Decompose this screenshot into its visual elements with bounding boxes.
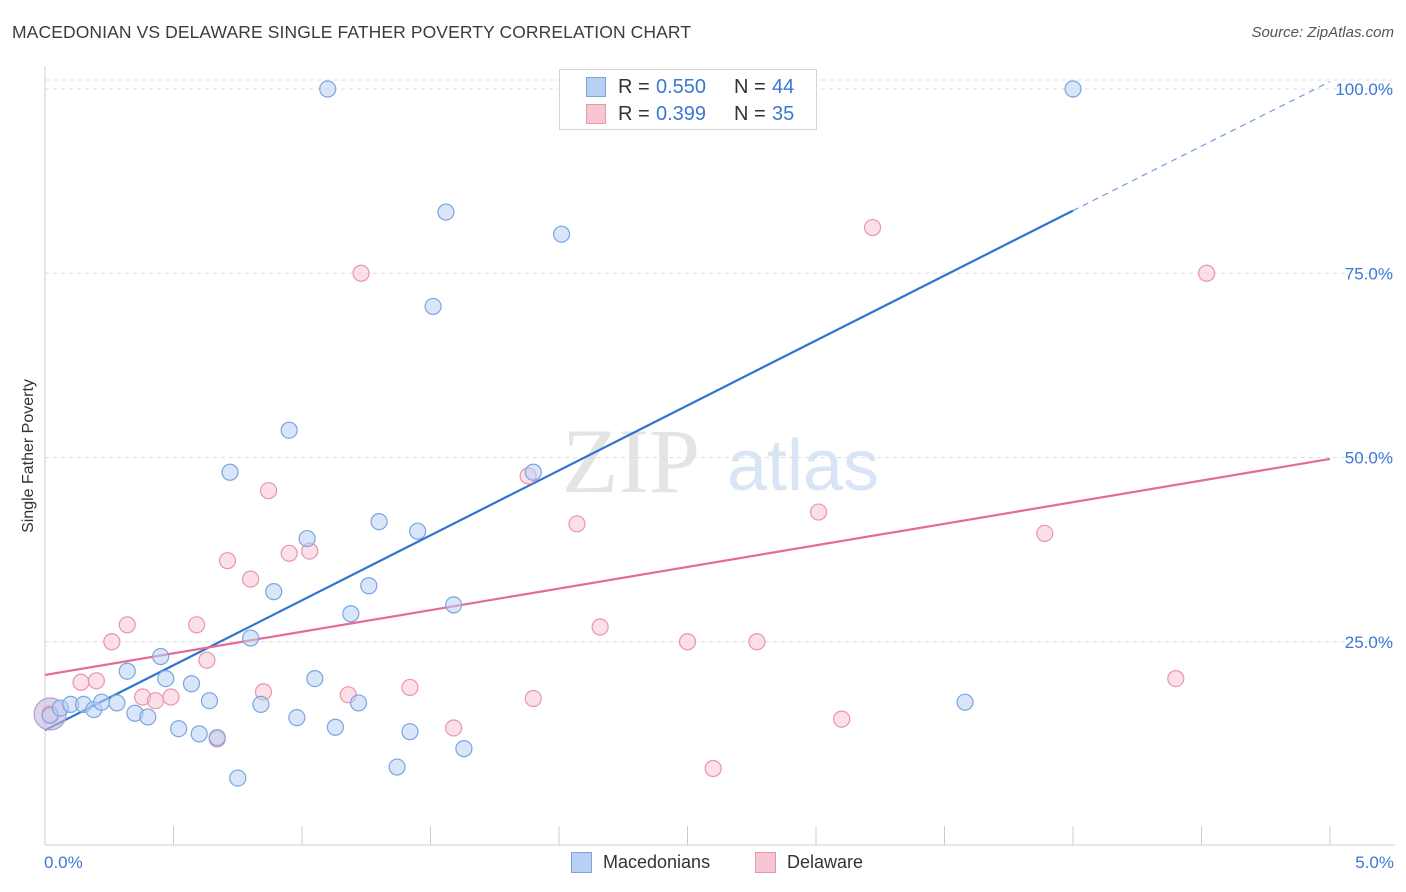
macedonians-point <box>242 629 260 647</box>
delaware-point <box>162 688 180 706</box>
macedonians-point <box>252 695 270 713</box>
macedonians-point <box>437 203 455 221</box>
series-swatch-macedonians <box>571 852 592 873</box>
macedonians-point <box>326 718 345 736</box>
delaware-point <box>809 503 828 521</box>
delaware-point <box>445 719 463 737</box>
series-swatch-delaware <box>755 852 776 873</box>
series-label-delaware: Delaware <box>787 852 864 872</box>
delaware-point <box>748 633 766 651</box>
macedonians-point <box>108 694 126 712</box>
macedonians-point <box>319 80 337 98</box>
legend-r-value: 0.399 <box>656 102 707 125</box>
macedonians-point <box>455 740 473 758</box>
legend-n-value: 44 <box>772 75 795 98</box>
delaware-point <box>524 689 542 708</box>
legend-swatch-delaware <box>586 104 606 124</box>
legend-r-label: R = <box>618 102 650 125</box>
x-tick-label-min: 0.0% <box>44 853 83 872</box>
watermark-zip: ZIP <box>562 410 700 512</box>
macedonians-point <box>552 225 571 243</box>
x-tick-label-max: 5.0% <box>1355 853 1394 872</box>
delaware-point <box>218 552 237 570</box>
delaware-point <box>198 651 216 669</box>
delaware-point <box>833 710 851 728</box>
legend-row-macedonians: R = 0.550 N = 44 <box>586 75 794 99</box>
delaware-point <box>352 264 370 282</box>
macedonians-point <box>401 723 419 741</box>
legend-swatch-macedonians <box>586 77 606 97</box>
y-tick-label: 50.0% <box>1345 449 1393 468</box>
macedonians-point <box>342 605 360 623</box>
macedonians-point <box>388 758 406 776</box>
legend-n-label: N = <box>734 102 766 125</box>
macedonians-point <box>445 596 463 614</box>
delaware-point <box>1167 669 1185 688</box>
delaware-point <box>568 515 586 533</box>
macedonians-point <box>360 577 378 595</box>
delaware-point <box>1198 264 1216 282</box>
stats-legend: R = 0.550 N = 44 R = 0.399 N = 35 <box>559 69 817 130</box>
macedonians-point <box>306 669 324 688</box>
macedonians-point <box>139 708 157 726</box>
legend-r-label: R = <box>618 75 650 98</box>
macedonians-point <box>524 463 542 481</box>
macedonians-point <box>221 463 239 481</box>
delaware-point <box>401 678 419 697</box>
macedonians-point <box>409 522 427 540</box>
macedonians-point <box>229 769 247 787</box>
macedonians-point <box>190 725 208 743</box>
delaware-point <box>188 616 206 634</box>
macedonians-point <box>182 675 201 693</box>
series-legend-macedonians[interactable]: Macedonians <box>571 852 710 873</box>
delaware-point <box>678 633 697 651</box>
macedonians-point <box>265 583 283 601</box>
delaware-point <box>87 672 106 690</box>
y-tick-label: 75.0% <box>1345 264 1393 283</box>
macedonians-point <box>956 693 974 711</box>
legend-r-value: 0.550 <box>656 75 707 98</box>
delaware-point <box>704 759 722 778</box>
macedonians-point <box>157 669 175 688</box>
delaware-point <box>103 633 121 651</box>
macedonians-point <box>424 297 442 316</box>
macedonians-trend-line <box>44 209 1074 732</box>
macedonians-point <box>280 421 298 439</box>
delaware-point <box>72 673 90 691</box>
series-label-macedonians: Macedonians <box>603 852 711 872</box>
delaware-trend-line <box>44 457 1331 676</box>
macedonians-point <box>1064 80 1082 98</box>
macedonians-point <box>208 728 226 747</box>
delaware-point <box>591 618 609 636</box>
delaware-point <box>118 616 136 634</box>
series-legend: Macedonians Delaware <box>0 852 1406 876</box>
legend-n-value: 35 <box>772 102 795 125</box>
macedonians-point <box>298 529 316 548</box>
delaware-point <box>863 218 882 237</box>
macedonians-point <box>152 647 170 666</box>
watermark-atlas: atlas <box>727 426 879 506</box>
macedonians-trend-extension <box>1072 81 1331 212</box>
macedonians-point <box>200 692 219 710</box>
delaware-point <box>259 482 278 500</box>
delaware-point <box>1036 524 1054 543</box>
series-legend-delaware[interactable]: Delaware <box>755 852 863 873</box>
legend-row-delaware: R = 0.399 N = 35 <box>586 102 794 126</box>
delaware-point <box>242 570 260 588</box>
legend-n-label: N = <box>734 75 766 98</box>
macedonians-point <box>92 693 111 711</box>
delaware-point <box>280 544 298 562</box>
macedonians-point <box>370 513 388 531</box>
macedonians-point <box>288 709 306 727</box>
y-tick-label: 25.0% <box>1345 633 1393 652</box>
y-tick-label: 100.0% <box>1335 80 1393 99</box>
source-credit: Source: ZipAtlas.com <box>1251 24 1394 41</box>
macedonians-point <box>118 662 136 680</box>
macedonians-point <box>349 694 368 712</box>
chart-title: MACEDONIAN VS DELAWARE SINGLE FATHER POV… <box>12 22 692 42</box>
macedonians-point <box>170 720 188 738</box>
delaware-point <box>146 692 165 710</box>
